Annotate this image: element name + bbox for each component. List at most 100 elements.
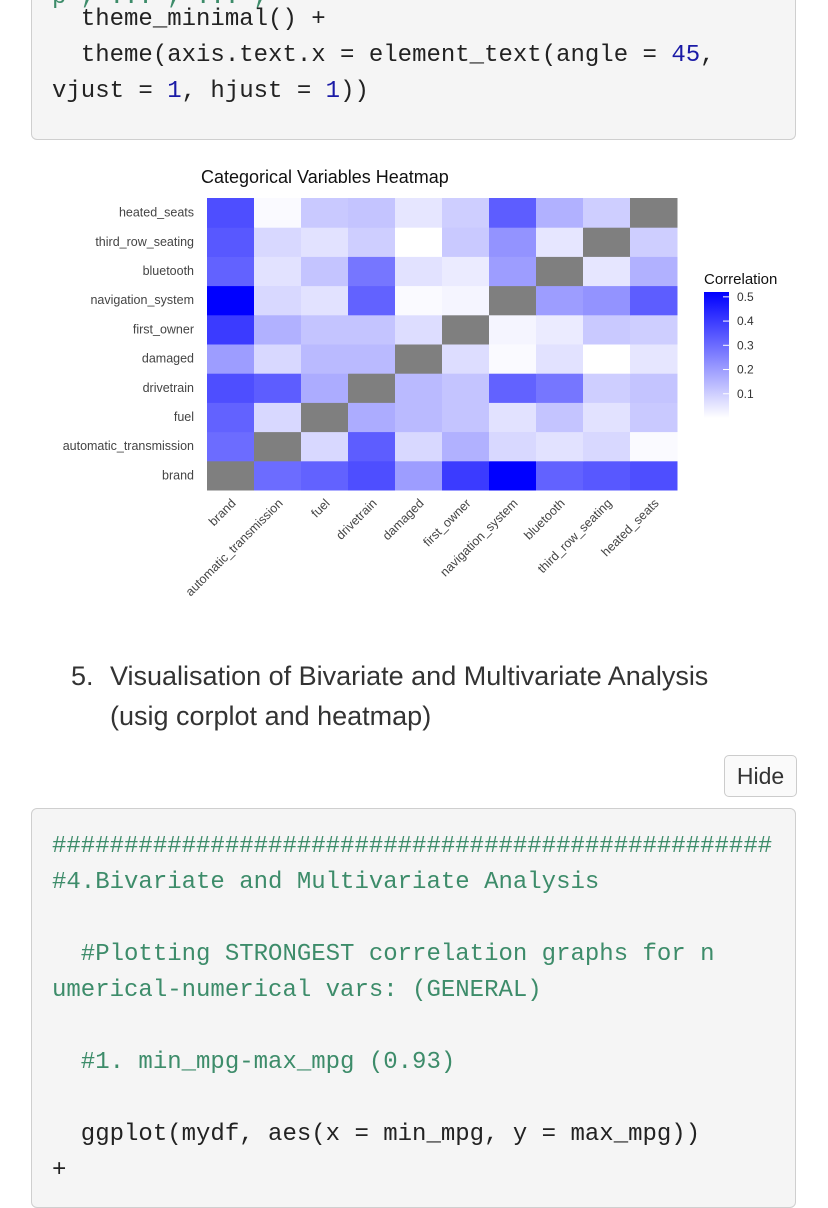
- heatmap-cell: [630, 227, 678, 257]
- hide-code-button[interactable]: Hide: [724, 755, 797, 797]
- heatmap-cell: [395, 227, 443, 257]
- heatmap-cell: [583, 344, 631, 374]
- code-line: #1. min_mpg-max_mpg (0.93): [52, 1049, 456, 1076]
- legend-colorbar: [704, 292, 729, 418]
- heatmap-cell: [536, 402, 584, 433]
- code-line: +: [52, 1157, 67, 1184]
- heatmap-cell: [254, 344, 302, 374]
- heatmap-cell: [536, 198, 584, 228]
- heatmap-cell: [583, 285, 631, 316]
- heatmap-cell: [536, 314, 584, 345]
- x-tick-label: bluetooth: [521, 496, 567, 542]
- heatmap-cell: [630, 344, 678, 374]
- legend-tick-label: 0.1: [737, 387, 754, 401]
- heatmap-cell: [348, 227, 396, 257]
- heatmap-cell: [348, 460, 396, 491]
- heatmap-cell: [254, 460, 302, 491]
- legend-tick-label: 0.4: [737, 314, 754, 328]
- heatmap-cell: [348, 344, 396, 374]
- heatmap-cell: [489, 285, 537, 316]
- heatmap-cell: [489, 373, 537, 403]
- heatmap-cell: [254, 198, 302, 228]
- heatmap-cell: [254, 373, 302, 403]
- heatmap-cell: [254, 285, 302, 316]
- heatmap-cell: [630, 285, 678, 316]
- heatmap-cell: [207, 402, 255, 433]
- heatmap-cell: [395, 402, 443, 433]
- y-tick-label: automatic_transmission: [63, 439, 194, 453]
- heatmap-cell: [395, 256, 443, 287]
- heatmap-cell: [254, 314, 302, 345]
- heatmap-cell: [583, 198, 631, 228]
- heatmap-figure: Categorical Variables Heatmap brandautom…: [63, 167, 778, 599]
- heatmap-cell: [489, 344, 537, 374]
- heatmap-cell: [489, 402, 537, 433]
- heatmap-cell: [207, 227, 255, 257]
- heatmap-cell: [489, 460, 537, 491]
- heatmap-cell: [395, 285, 443, 316]
- code-line: theme_minimal() +: [80, 6, 326, 33]
- heatmap-cell: [489, 256, 537, 287]
- heatmap-cell: [630, 373, 678, 403]
- heatmap-cell: [630, 256, 678, 287]
- heatmap-cell: [301, 198, 349, 228]
- heatmap-cell: [630, 198, 678, 228]
- heatmap-cell: [630, 431, 678, 462]
- heatmap-cell: [442, 314, 490, 345]
- heatmap-cell: [207, 285, 255, 316]
- section-number: 5.: [71, 661, 94, 691]
- heatmap-cell: [442, 431, 490, 462]
- code-line: ########################################…: [52, 833, 773, 860]
- heatmap-cell: [207, 373, 255, 403]
- heatmap-cell: [583, 256, 631, 287]
- y-tick-label: brand: [162, 468, 194, 482]
- heatmap-cell: [630, 460, 678, 491]
- heatmap-cell: [348, 198, 396, 228]
- code-line-cut: p , ... , ... ,: [52, 0, 268, 10]
- legend: Correlation 0.5 0.4 0.3 0.2 0.1: [704, 271, 777, 418]
- heatmap-cell: [395, 198, 443, 228]
- y-axis-labels: brand automatic_transmission fuel drivetrai…: [63, 206, 194, 483]
- heatmap-cell: [583, 314, 631, 345]
- heatmap-cell: [536, 344, 584, 374]
- heatmap-cell: [207, 344, 255, 374]
- heatmap-cell: [207, 460, 255, 491]
- heatmap-cell: [489, 198, 537, 228]
- heatmap-cell: [348, 402, 396, 433]
- heatmap-cell: [301, 460, 349, 491]
- heatmap-cell: [348, 373, 396, 403]
- heatmap-cell: [254, 431, 302, 462]
- heatmap-cell: [254, 402, 302, 433]
- heatmap-cell: [395, 460, 443, 491]
- heatmap-cell: [442, 256, 490, 287]
- code-line: ggplot(mydf, aes(x = min_mpg, y = max_mp…: [52, 1121, 701, 1148]
- heatmap-cell: [301, 402, 349, 433]
- y-tick-label: heated_seats: [119, 206, 194, 220]
- heatmap-cell: [442, 373, 490, 403]
- heatmap-cell: [207, 431, 255, 462]
- heatmap-cell: [583, 402, 631, 433]
- heatmap-cell: [395, 344, 443, 374]
- heatmap-cell: [301, 431, 349, 462]
- heatmap-cell: [489, 314, 537, 345]
- heatmap-cell: [254, 256, 302, 287]
- y-tick-label: third_row_seating: [95, 235, 194, 249]
- heatmap-cell: [489, 227, 537, 257]
- heatmap-cell: [489, 431, 537, 462]
- x-tick-label: fuel: [308, 496, 332, 520]
- heatmap-cell: [254, 227, 302, 257]
- legend-tick-label: 0.3: [737, 338, 754, 352]
- heatmap-cell: [301, 344, 349, 374]
- code-line: vjust = 1, hjust = 1)): [52, 78, 369, 105]
- heatmap-cell: [536, 285, 584, 316]
- code-block-bottom: ########################################…: [31, 808, 796, 1208]
- heatmap-cell: [442, 460, 490, 491]
- heatmap-cell: [301, 285, 349, 316]
- heatmap-cell: [583, 373, 631, 403]
- heatmap-cell: [583, 227, 631, 257]
- code-block-top: p , ... , ... , theme_minimal() + theme(…: [31, 0, 796, 140]
- heatmap-cell: [536, 227, 584, 257]
- code-line: umerical-numerical vars: (GENERAL): [52, 977, 542, 1004]
- legend-tick-label: 0.2: [737, 363, 754, 377]
